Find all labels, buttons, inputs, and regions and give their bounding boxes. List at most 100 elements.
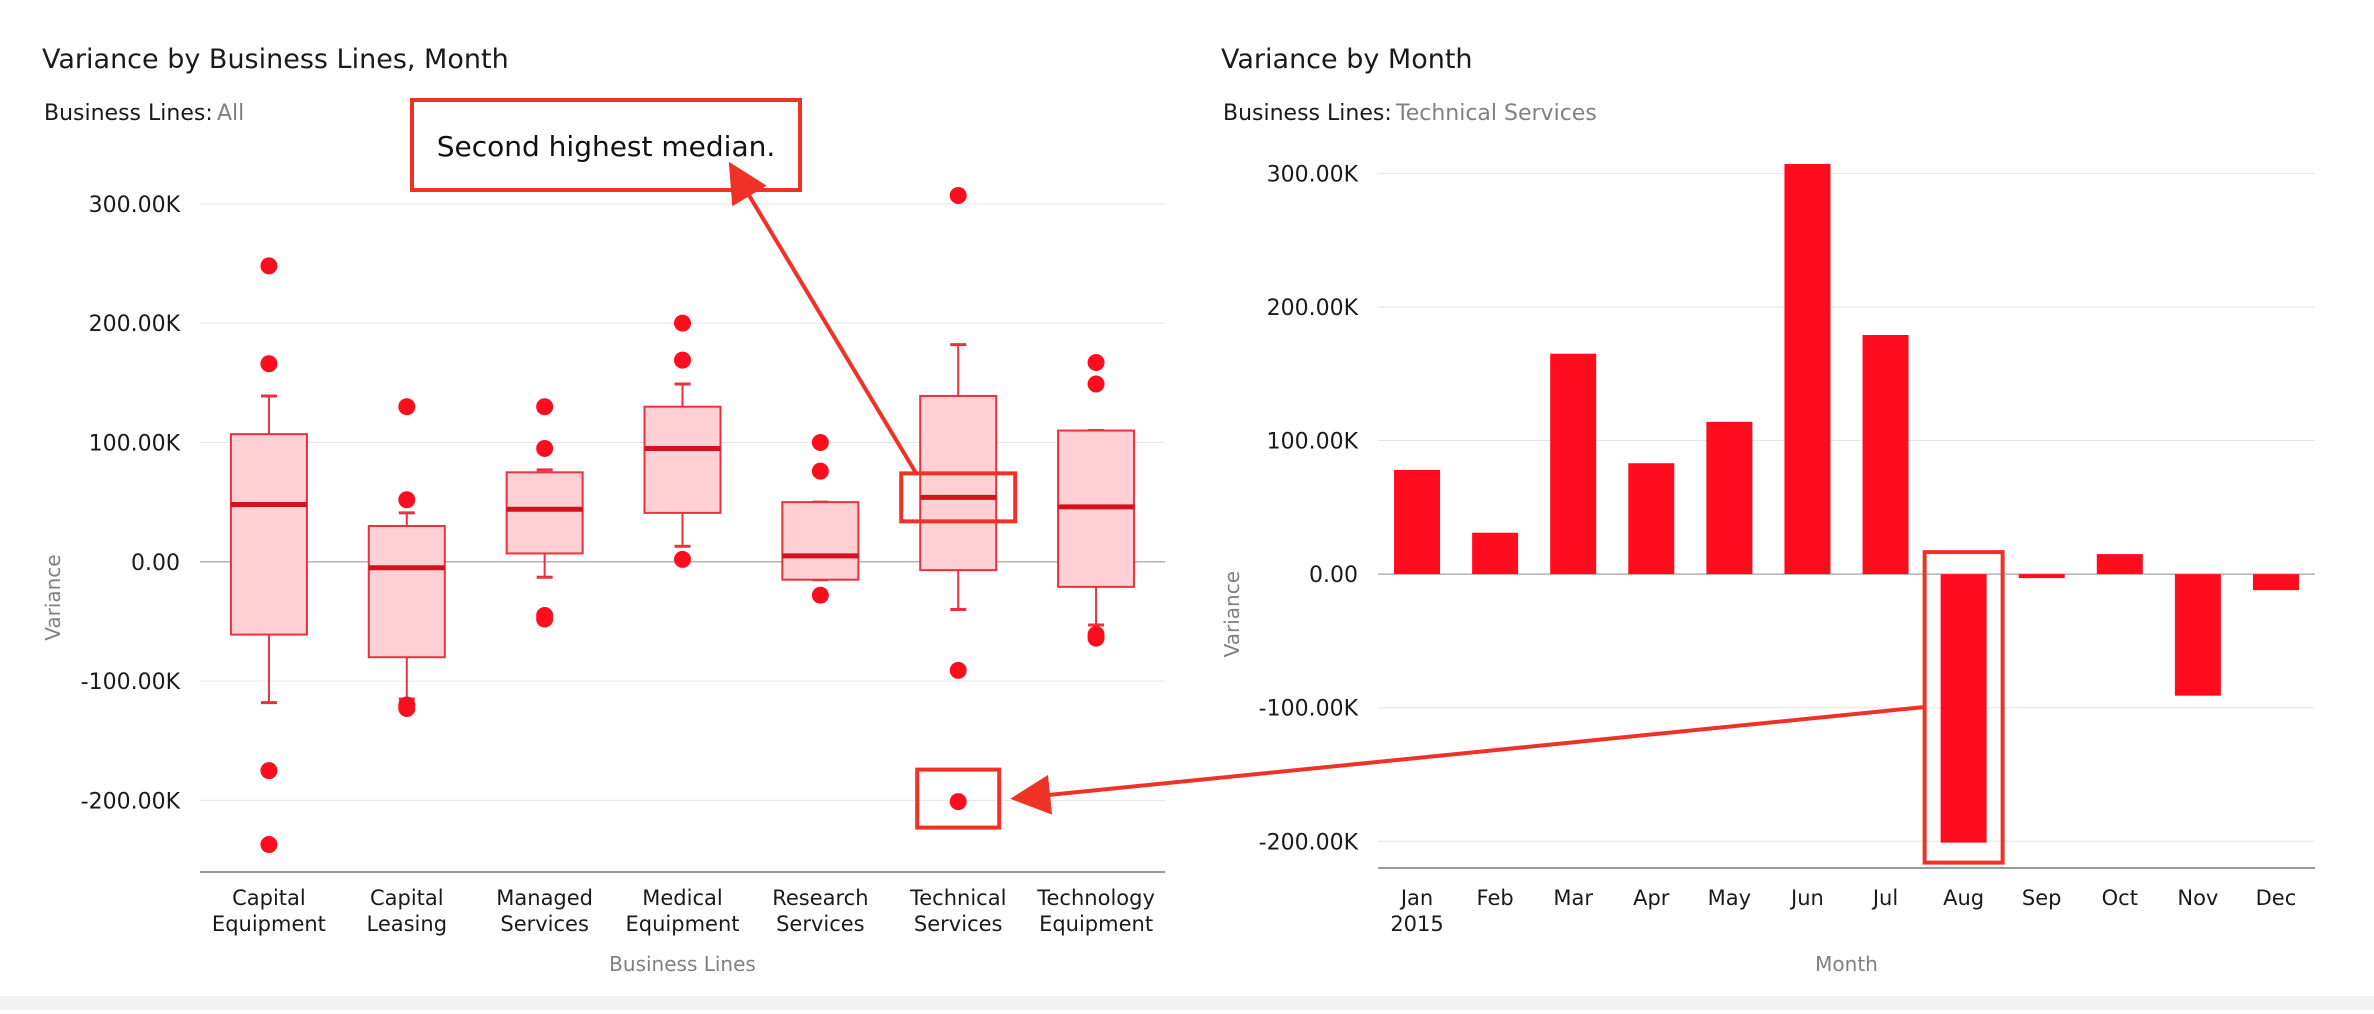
chart1-category-label: Services xyxy=(914,912,1003,936)
outlier-point xyxy=(398,491,416,509)
bar-sep[interactable] xyxy=(2018,574,2065,579)
box-technology-equipment[interactable] xyxy=(1057,354,1136,647)
bar-jul[interactable] xyxy=(1862,334,1909,575)
chart1-category-label: Medical xyxy=(642,886,722,910)
bar-mar[interactable] xyxy=(1550,353,1597,575)
outlier-point xyxy=(1087,629,1105,647)
box-iqr xyxy=(229,433,308,636)
bar-nov[interactable] xyxy=(2174,574,2221,696)
outlier-point xyxy=(811,586,829,604)
outlier-point xyxy=(260,836,278,854)
box-medical-equipment[interactable] xyxy=(643,314,722,568)
chart1-filter-value: All xyxy=(217,101,244,126)
box-capital-leasing[interactable] xyxy=(367,398,446,718)
box-technical-services[interactable] xyxy=(919,187,998,811)
chart1-category-label: Leasing xyxy=(367,912,448,936)
chart1-category-label: Managed xyxy=(496,886,593,910)
bar-feb[interactable] xyxy=(1472,532,1519,575)
bar-aug[interactable] xyxy=(1940,574,1987,843)
chart1-x-axis-label: Business Lines xyxy=(609,952,756,976)
chart2-category-label: Nov xyxy=(2177,886,2218,910)
outlier-highlight-box xyxy=(915,767,1002,830)
chart2-category-label: 2015 xyxy=(1390,912,1443,936)
chart1-ytick-label: 200.00K xyxy=(89,312,181,337)
box-iqr xyxy=(505,471,584,555)
box-iqr xyxy=(919,394,998,572)
chart1-ytick-label: 100.00K xyxy=(89,431,181,456)
chart2-y-axis-label: Variance xyxy=(1220,571,1244,657)
chart2-ytick-label: -100.00K xyxy=(1259,697,1359,722)
chart2-ytick-label: 300.00K xyxy=(1267,162,1359,187)
chart1-ytick-label: 300.00K xyxy=(89,193,181,218)
outlier-point xyxy=(536,439,554,457)
chart2-category-label: Jan xyxy=(1399,886,1433,910)
callout-arrow xyxy=(728,161,918,475)
chart1-category-label: Research xyxy=(772,886,868,910)
chart2-x-axis-label: Month xyxy=(1815,952,1878,976)
outlier-point xyxy=(811,462,829,480)
bar-jan[interactable] xyxy=(1394,469,1441,575)
chart2-category-label: Mar xyxy=(1553,886,1593,910)
chart2-filter-label: Business Lines: xyxy=(1223,101,1392,126)
bar-oct[interactable] xyxy=(2096,554,2143,575)
outlier-point xyxy=(674,351,691,369)
outlier-point xyxy=(949,793,967,811)
chart2-category-label: Apr xyxy=(1633,886,1670,910)
outlier-point xyxy=(949,661,967,679)
chart2-title: Variance by Month xyxy=(1221,44,1473,75)
chart1-filter-label: Business Lines: xyxy=(44,101,213,126)
box-managed-services[interactable] xyxy=(505,398,584,628)
chart1-ytick-label: -200.00K xyxy=(81,789,181,814)
chart1-category-label: Capital xyxy=(232,886,306,910)
bar-jun[interactable] xyxy=(1784,164,1831,575)
outlier-point xyxy=(674,314,691,332)
outlier-point xyxy=(260,762,278,780)
chart2-ytick-label: 200.00K xyxy=(1267,296,1359,321)
chart2-ytick-label: -200.00K xyxy=(1259,830,1359,855)
footer-strip xyxy=(0,996,2374,1010)
aug-to-outlier-arrow xyxy=(1010,705,1925,815)
chart1-category-label: Services xyxy=(500,912,589,936)
chart2-ytick-label: 0.00 xyxy=(1309,563,1358,588)
outlier-point xyxy=(398,398,416,416)
chart1-title: Variance by Business Lines, Month xyxy=(42,44,509,75)
box-iqr xyxy=(643,405,722,514)
box-capital-equipment[interactable] xyxy=(229,257,308,854)
box-iqr xyxy=(781,501,860,581)
outlier-point xyxy=(674,550,691,568)
chart2-ytick-label: 100.00K xyxy=(1267,430,1359,455)
chart2-category-label: May xyxy=(1708,886,1751,910)
callout-text: Second highest median. xyxy=(437,130,776,163)
chart1-ytick-label: 0.00 xyxy=(131,551,180,576)
chart1-category-label: Equipment xyxy=(212,912,326,936)
chart2-category-label: Jul xyxy=(1871,886,1898,910)
chart1-category-label: Equipment xyxy=(1039,912,1153,936)
chart2-category-label: Feb xyxy=(1477,886,1514,910)
outlier-point xyxy=(536,398,554,416)
chart2-category-label: Jun xyxy=(1789,886,1824,910)
chart1-y-axis-label: Variance xyxy=(41,554,65,640)
bar-dec[interactable] xyxy=(2252,574,2299,591)
chart1-category-label: Capital xyxy=(370,886,444,910)
chart1-category-label: Technology xyxy=(1036,886,1155,910)
chart2-category-label: Dec xyxy=(2256,886,2297,910)
chart1-category-label: Technical xyxy=(909,886,1006,910)
outlier-point xyxy=(398,700,416,718)
outlier-point xyxy=(536,610,554,628)
chart2-category-label: Aug xyxy=(1943,886,1984,910)
chart2-filter-value: Technical Services xyxy=(1395,101,1597,126)
outlier-point xyxy=(811,433,829,451)
outlier-point xyxy=(260,355,278,373)
outlier-point xyxy=(1087,354,1105,372)
chart2-category-label: Sep xyxy=(2022,886,2062,910)
outlier-point xyxy=(260,257,278,275)
bar-apr[interactable] xyxy=(1628,463,1675,575)
chart1-ytick-label: -100.00K xyxy=(81,670,181,695)
outlier-point xyxy=(1087,375,1105,393)
box-iqr xyxy=(367,525,446,659)
bar-may[interactable] xyxy=(1706,421,1753,575)
box-research-services[interactable] xyxy=(781,433,860,604)
chart1-category-label: Equipment xyxy=(626,912,740,936)
